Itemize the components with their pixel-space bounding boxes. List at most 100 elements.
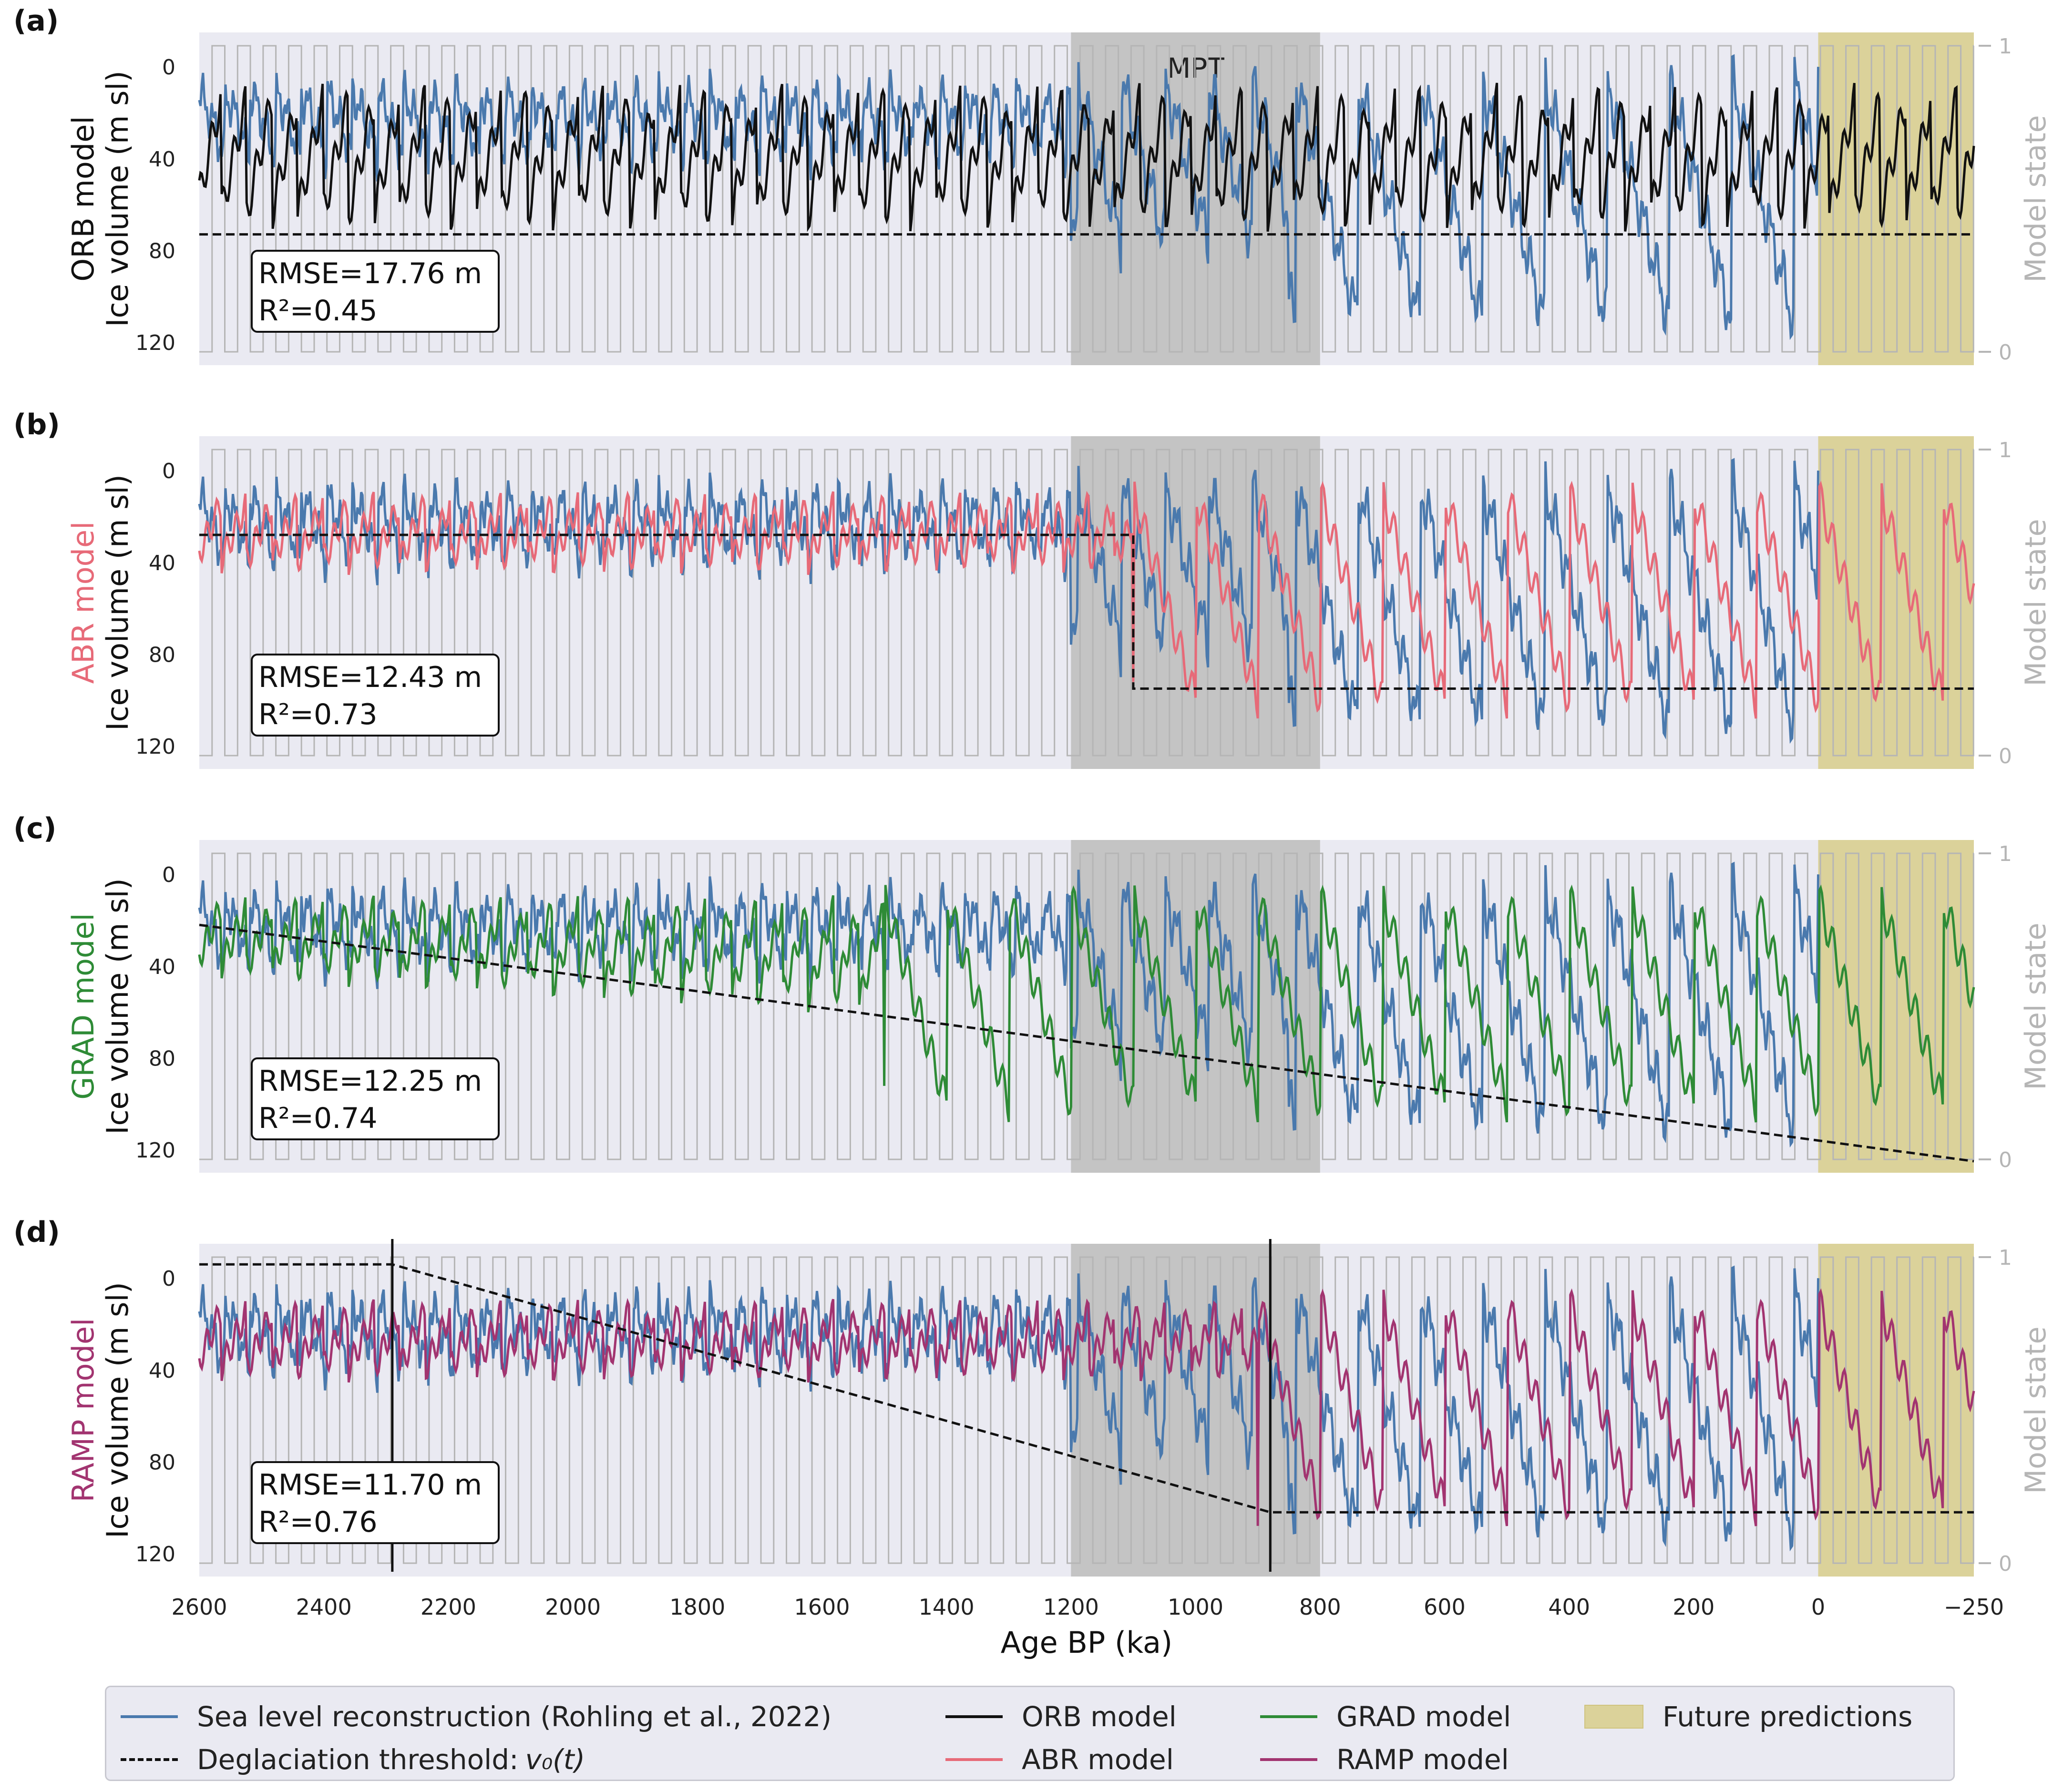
r2-label: R²=0.74 <box>258 1102 378 1135</box>
x-tick-label: 1800 <box>669 1594 725 1620</box>
model-axis-label: ORB model <box>66 116 101 281</box>
x-tick-label: 1000 <box>1168 1594 1223 1620</box>
x-tick-label: 1200 <box>1043 1594 1099 1620</box>
legend-label-threshold: Deglaciation threshold: <box>197 1743 519 1776</box>
sea-level-line <box>198 54 1819 340</box>
rmse-label: RMSE=12.25 m <box>258 1065 482 1098</box>
x-tick-label: −250 <box>1944 1594 2004 1620</box>
stats-box <box>251 654 500 737</box>
y-tick-label: 120 <box>135 735 175 759</box>
legend-swatch-sea-level <box>121 1715 178 1718</box>
r2-label: R²=0.45 <box>258 294 378 328</box>
model-state-axis-label: Model state <box>2019 922 2053 1090</box>
model-axis-label: RAMP model <box>66 1318 101 1503</box>
state-tick-label: 1 <box>1999 438 2012 462</box>
state-tick-label: 0 <box>1999 1552 2012 1576</box>
legend-label-sea-level: Sea level reconstruction (Rohling et al.… <box>197 1700 832 1733</box>
state-tick-label: 0 <box>1999 744 2012 768</box>
panel-2: 0 40 80 120 0 1 Model state ABR model Ice volume… <box>13 408 2053 769</box>
x-tick-label: 1600 <box>794 1594 850 1620</box>
x-tick-label: 200 <box>1673 1594 1714 1620</box>
threshold-line <box>199 1263 1974 1514</box>
legend-label-grad: GRAD model <box>1336 1700 1511 1733</box>
rmse-label: RMSE=11.70 m <box>258 1468 482 1502</box>
x-tick-label: 800 <box>1299 1594 1341 1620</box>
ice-volume-axis-label: Ice volume (m sl) <box>100 71 135 327</box>
legend-item-orb: ORB model <box>945 1700 1177 1733</box>
panel-3: 0 40 80 120 0 1 Model state GRAD model Ice volum… <box>13 812 2053 1173</box>
legend-label-abr: ABR model <box>1022 1743 1174 1776</box>
stats-box <box>251 250 500 333</box>
legend-swatch-abr <box>945 1758 1003 1761</box>
threshold-line <box>199 923 1974 1163</box>
x-tick-label: 600 <box>1424 1594 1466 1620</box>
y-tick-label: 40 <box>149 955 175 979</box>
x-tick-label: 2400 <box>296 1594 352 1620</box>
y-tick-label: 80 <box>149 1450 175 1475</box>
x-tick-label: 0 <box>1811 1594 1825 1620</box>
model-state-line <box>199 449 1974 757</box>
stats-box <box>251 1057 500 1140</box>
legend-swatch-grad <box>1260 1715 1317 1718</box>
legend-item-abr: ABR model <box>945 1743 1174 1776</box>
state-tick-label: 1 <box>1999 1246 2012 1270</box>
y-tick-label: 80 <box>149 1046 175 1071</box>
state-tick-label: 0 <box>1999 340 2012 365</box>
model-axis-label: ABR model <box>66 522 101 684</box>
panel-letter: (a) <box>13 4 59 38</box>
model-state-line <box>199 852 1974 1160</box>
model-state-axis-label: Model state <box>2019 519 2053 686</box>
x-tick-label: 2000 <box>545 1594 601 1620</box>
y-tick-label: 120 <box>135 1138 175 1163</box>
panel-letter: (b) <box>13 408 60 441</box>
legend-label-future: Future predictions <box>1663 1700 1913 1733</box>
state-tick-label: 1 <box>1999 34 2012 59</box>
y-tick-label: 0 <box>162 1267 175 1291</box>
panel-letter: (c) <box>13 812 56 845</box>
ice-volume-axis-label: Ice volume (m sl) <box>100 878 135 1135</box>
model-axis-label: GRAD model <box>66 913 101 1100</box>
y-tick-label: 120 <box>135 331 175 355</box>
grad-model-line <box>198 884 1975 1123</box>
stats-box <box>251 1461 500 1544</box>
ramp-model-line <box>198 1288 1975 1526</box>
r2-label: R²=0.76 <box>258 1505 378 1539</box>
model-state-axis-label: Model state <box>2019 1326 2053 1494</box>
x-tick-label: 1400 <box>919 1594 975 1620</box>
legend: Sea level reconstruction (Rohling et al.… <box>105 1686 1955 1781</box>
legend-label-orb: ORB model <box>1022 1700 1177 1733</box>
legend-swatch-ramp <box>1260 1758 1317 1761</box>
model-state-line <box>199 1256 1974 1564</box>
state-tick-label: 1 <box>1999 842 2012 866</box>
y-tick-label: 40 <box>149 551 175 575</box>
state-tick-label: 0 <box>1999 1148 2012 1172</box>
legend-item-grad: GRAD model <box>1260 1700 1511 1733</box>
y-tick-label: 40 <box>149 147 175 172</box>
rmse-label: RMSE=12.43 m <box>258 661 482 694</box>
legend-swatch-orb <box>945 1715 1003 1718</box>
orb-model-line <box>198 82 1975 232</box>
y-tick-label: 80 <box>149 643 175 667</box>
y-tick-label: 0 <box>162 863 175 887</box>
y-tick-label: 0 <box>162 55 175 80</box>
y-tick-label: 80 <box>149 239 175 263</box>
legend-swatch-threshold <box>121 1758 178 1761</box>
y-tick-label: 40 <box>149 1359 175 1383</box>
x-tick-label: 2600 <box>171 1594 227 1620</box>
ice-volume-axis-label: Ice volume (m sl) <box>100 1282 135 1538</box>
panel-4: 0 40 80 120 0 1 Model state RAMP model Ice volum… <box>13 1216 2053 1660</box>
legend-item-ramp: RAMP model <box>1260 1743 1509 1776</box>
r2-label: R²=0.73 <box>258 698 378 731</box>
future-shade <box>1818 436 1974 769</box>
y-tick-label: 0 <box>162 459 175 483</box>
x-tick-label: 2200 <box>421 1594 476 1620</box>
future-shade <box>1818 1244 1974 1577</box>
x-axis-label: Age BP (ka) <box>1001 1625 1172 1660</box>
future-shade <box>1818 840 1974 1173</box>
future-shade <box>1818 32 1974 365</box>
legend-label-threshold-math: v₀(t) <box>525 1743 585 1776</box>
panel-letter: (d) <box>13 1216 60 1249</box>
legend-item-sea-level: Sea level reconstruction (Rohling et al.… <box>121 1700 831 1733</box>
